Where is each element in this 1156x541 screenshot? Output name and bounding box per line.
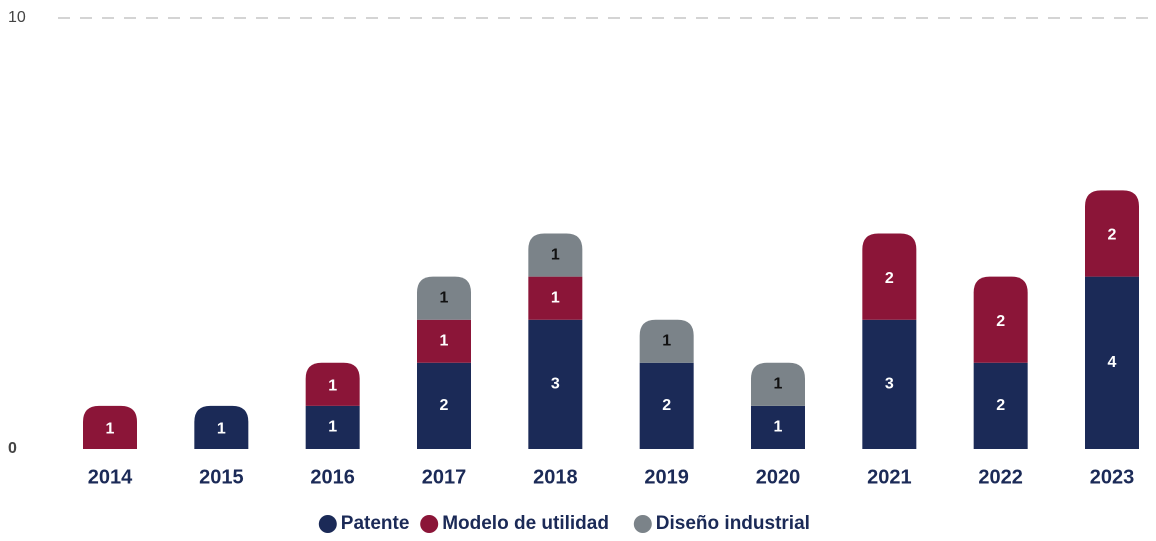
value-label: 2 [1108,227,1117,244]
legend-label: Patente [341,513,410,534]
x-tick-label: 2020 [756,466,801,488]
legend-swatch [318,515,337,533]
value-label: 1 [440,332,449,349]
bar-segment [305,405,360,449]
value-label: 1 [328,419,337,436]
bar-segment [862,233,917,320]
bar-segment [194,405,249,449]
value-label: 3 [551,376,560,393]
bar-segment [751,405,805,449]
value-label: 2 [996,397,1005,414]
x-tick-label: 2014 [88,466,133,488]
bar-segment [973,276,1028,363]
y-tick-label: 0 [8,440,17,457]
bar-segment [639,362,694,449]
bar-segment [1085,276,1139,449]
value-label: 1 [662,332,671,349]
legend-swatch [633,515,652,533]
value-label: 2 [440,397,449,414]
bar-segment [862,319,917,449]
value-label: 1 [551,289,560,306]
bar-segment [973,362,1028,449]
value-label: 1 [774,419,783,436]
value-label: 1 [551,246,560,263]
value-label: 1 [774,376,783,393]
x-tick-label: 2021 [867,466,912,488]
value-label: 1 [328,378,337,395]
value-label: 2 [662,397,671,414]
bar-segment [751,362,805,406]
bar-segment [305,362,360,406]
value-label: 1 [106,421,115,438]
bar-segment [528,233,583,277]
x-tick-label: 2015 [199,466,244,488]
x-tick-label: 2022 [978,466,1023,488]
value-label: 3 [885,376,894,393]
value-label: 2 [885,270,894,287]
x-tick-label: 2016 [310,466,355,488]
y-tick-label: 10 [8,9,26,26]
legend-label: Diseño industrial [656,513,810,534]
bar-segment [83,405,137,449]
legend-label: Modelo de utilidad [442,513,609,534]
value-label: 1 [217,421,226,438]
value-label: 4 [1108,354,1117,371]
legend-swatch [420,515,439,533]
x-tick-label: 2017 [422,466,467,488]
bar-segment [1085,190,1139,277]
x-tick-label: 2018 [533,466,578,488]
value-label: 2 [996,313,1005,330]
x-tick-label: 2019 [644,466,689,488]
bar-segment [417,362,471,449]
bar-segment [417,276,471,320]
bar-segment [528,319,583,449]
value-label: 1 [440,289,449,306]
bar-segment [639,319,694,363]
bar-segment [417,319,471,363]
x-tick-label: 2023 [1090,466,1135,488]
bar-segment [528,276,583,320]
